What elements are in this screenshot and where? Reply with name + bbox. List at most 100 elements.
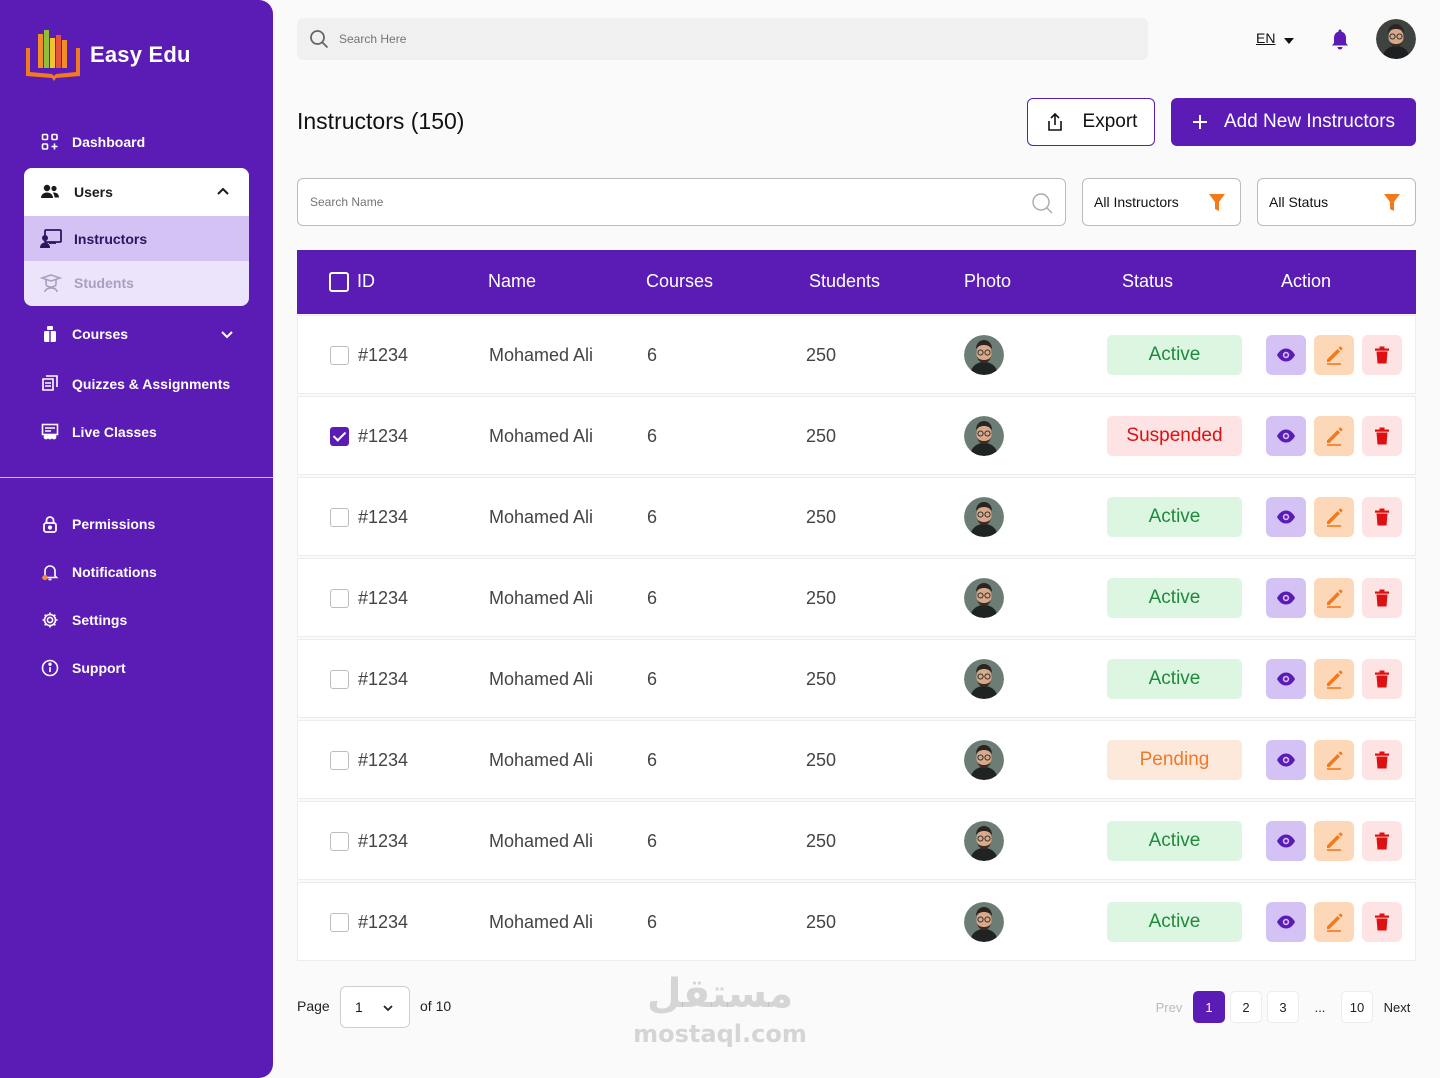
edit-button[interactable] — [1314, 578, 1354, 618]
table-row[interactable]: #1234 Mohamed Ali 6 250 Suspended — [297, 396, 1416, 475]
instructors-filter-label: All Instructors — [1094, 194, 1179, 210]
instructors-filter-dropdown[interactable]: All Instructors — [1082, 178, 1241, 226]
status-filter-dropdown[interactable]: All Status — [1257, 178, 1416, 226]
status-filter-label: All Status — [1269, 194, 1329, 210]
row-checkbox[interactable] — [330, 508, 349, 527]
sidebar-label: Quizzes & Assignments — [72, 376, 231, 392]
global-search-input[interactable] — [339, 32, 1039, 46]
table-row[interactable]: #1234 Mohamed Ali 6 250 Active — [297, 801, 1416, 880]
language-selector[interactable]: EN — [1256, 30, 1295, 46]
select-all-checkbox[interactable] — [329, 272, 349, 292]
column-header-photo: Photo — [964, 271, 1012, 291]
view-button[interactable] — [1266, 740, 1306, 780]
view-button[interactable] — [1266, 578, 1306, 618]
column-header-id[interactable]: ID — [357, 271, 375, 291]
row-checkbox[interactable] — [330, 670, 349, 689]
sidebar-label: Permissions — [72, 516, 156, 532]
table-row[interactable]: #1234 Mohamed Ali 6 250 Active — [297, 315, 1416, 394]
column-header-courses[interactable]: Courses — [646, 271, 714, 291]
app-logo[interactable]: Easy Edu — [24, 26, 191, 84]
view-button[interactable] — [1266, 659, 1306, 699]
table-row[interactable]: #1234 Mohamed Ali 6 250 Pending — [297, 720, 1416, 799]
view-button[interactable] — [1266, 821, 1306, 861]
next-page-button[interactable]: Next — [1383, 999, 1411, 1015]
delete-button[interactable] — [1362, 416, 1402, 456]
page-button[interactable]: 10 — [1341, 991, 1373, 1023]
name-search-input[interactable] — [310, 195, 1010, 209]
page-button[interactable]: 3 — [1267, 991, 1299, 1023]
view-button[interactable] — [1266, 902, 1306, 942]
sidebar-item-instructors[interactable]: Instructors — [24, 216, 249, 261]
trash-icon — [1375, 913, 1389, 931]
row-checkbox[interactable] — [330, 832, 349, 851]
page-select[interactable]: 1 — [340, 986, 410, 1028]
pencil-icon — [1327, 589, 1343, 608]
quiz-icon — [40, 374, 60, 394]
sidebar: Easy Edu Dashboard Users Instructors Stu… — [0, 0, 273, 1078]
column-header-name[interactable]: Name — [488, 271, 537, 291]
gear-icon — [40, 610, 60, 630]
global-search[interactable] — [297, 18, 1148, 60]
edit-button[interactable] — [1314, 335, 1354, 375]
language-label: EN — [1256, 30, 1276, 46]
edit-button[interactable] — [1314, 821, 1354, 861]
table-row[interactable]: #1234 Mohamed Ali 6 250 Active — [297, 639, 1416, 718]
watermark: مستقل mostaql.com — [632, 968, 808, 1048]
delete-button[interactable] — [1362, 659, 1402, 699]
cell-courses: 6 — [647, 831, 658, 851]
sidebar-item-permissions[interactable]: Permissions — [24, 504, 249, 544]
instructor-photo — [964, 740, 1004, 780]
view-button[interactable] — [1266, 335, 1306, 375]
row-checkbox[interactable] — [330, 346, 349, 365]
column-header-students[interactable]: Students — [809, 271, 881, 291]
sidebar-item-support[interactable]: Support — [24, 648, 249, 688]
trash-icon — [1375, 589, 1389, 607]
sidebar-item-dashboard[interactable]: Dashboard — [24, 122, 249, 162]
delete-button[interactable] — [1362, 578, 1402, 618]
notification-bell-icon[interactable] — [1330, 28, 1350, 50]
sidebar-item-users[interactable]: Users — [24, 168, 249, 216]
row-checkbox[interactable] — [330, 751, 349, 770]
sidebar-item-live-classes[interactable]: Live Classes — [24, 412, 249, 452]
sidebar-item-quizzes[interactable]: Quizzes & Assignments — [24, 364, 249, 404]
page-button[interactable]: 1 — [1193, 991, 1225, 1023]
edit-button[interactable] — [1314, 659, 1354, 699]
table-row[interactable]: #1234 Mohamed Ali 6 250 Active — [297, 558, 1416, 637]
row-checkbox[interactable] — [330, 589, 349, 608]
table-row[interactable]: #1234 Mohamed Ali 6 250 Active — [297, 882, 1416, 961]
add-instructor-label: Add New Instructors — [1223, 111, 1396, 132]
edit-button[interactable] — [1314, 497, 1354, 537]
filter-icon — [1384, 194, 1400, 211]
page-button[interactable]: 2 — [1230, 991, 1262, 1023]
chevron-up-icon — [217, 187, 229, 195]
delete-button[interactable] — [1362, 335, 1402, 375]
edit-button[interactable] — [1314, 902, 1354, 942]
column-header-status[interactable]: Status — [1122, 271, 1174, 291]
row-checkbox[interactable] — [330, 913, 349, 932]
sidebar-item-settings[interactable]: Settings — [24, 600, 249, 640]
delete-button[interactable] — [1362, 821, 1402, 861]
instructor-photo — [964, 335, 1004, 375]
sidebar-label: Live Classes — [72, 424, 157, 440]
cell-id: #1234 — [358, 426, 409, 446]
edit-button[interactable] — [1314, 416, 1354, 456]
user-avatar[interactable] — [1376, 19, 1416, 59]
instructor-photo — [964, 578, 1004, 618]
table-row[interactable]: #1234 Mohamed Ali 6 250 Active — [297, 477, 1416, 556]
row-checkbox[interactable] — [330, 427, 349, 446]
delete-button[interactable] — [1362, 902, 1402, 942]
export-button[interactable]: Export — [1027, 98, 1155, 146]
name-search[interactable] — [297, 178, 1066, 226]
cell-id: #1234 — [358, 831, 409, 851]
users-menu-group: Users Instructors Students — [24, 168, 249, 306]
prev-page-button[interactable]: Prev — [1155, 999, 1183, 1015]
sidebar-item-students[interactable]: Students — [24, 260, 249, 305]
add-instructor-button[interactable]: Add New Instructors — [1171, 98, 1416, 146]
sidebar-item-notifications[interactable]: Notifications — [24, 552, 249, 592]
view-button[interactable] — [1266, 416, 1306, 456]
edit-button[interactable] — [1314, 740, 1354, 780]
view-button[interactable] — [1266, 497, 1306, 537]
delete-button[interactable] — [1362, 497, 1402, 537]
delete-button[interactable] — [1362, 740, 1402, 780]
sidebar-item-courses[interactable]: Courses — [24, 314, 249, 354]
